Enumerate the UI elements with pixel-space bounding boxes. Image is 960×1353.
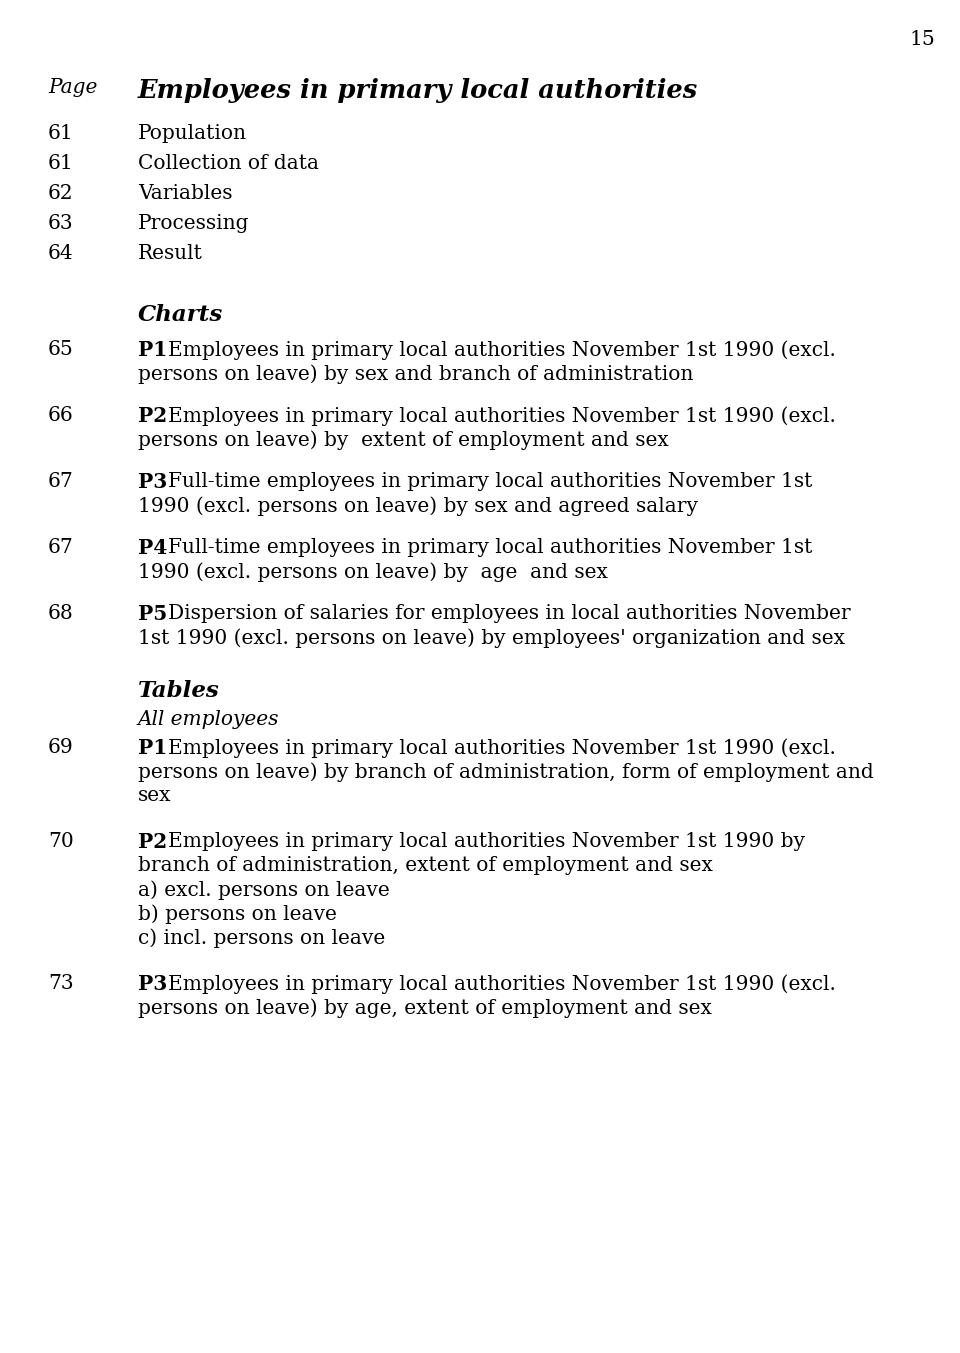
Text: 65: 65 — [48, 340, 74, 359]
Text: 1st 1990 (excl. persons on leave) by employees' organization and sex: 1st 1990 (excl. persons on leave) by emp… — [138, 628, 845, 648]
Text: P3: P3 — [138, 472, 167, 492]
Text: persons on leave) by sex and branch of administration: persons on leave) by sex and branch of a… — [138, 364, 693, 384]
Text: 61: 61 — [48, 124, 74, 143]
Text: sex: sex — [138, 786, 172, 805]
Text: 67: 67 — [48, 472, 74, 491]
Text: P3: P3 — [138, 974, 167, 994]
Text: 64: 64 — [48, 244, 74, 262]
Text: 67: 67 — [48, 538, 74, 557]
Text: branch of administration, extent of employment and sex: branch of administration, extent of empl… — [138, 856, 713, 875]
Text: Employees in primary local authorities November 1st 1990 (excl.: Employees in primary local authorities N… — [168, 974, 836, 993]
Text: Employees in primary local authorities November 1st 1990 (excl.: Employees in primary local authorities N… — [168, 737, 836, 758]
Text: 66: 66 — [48, 406, 74, 425]
Text: c) incl. persons on leave: c) incl. persons on leave — [138, 928, 385, 947]
Text: Dispersion of salaries for employees in local authorities November: Dispersion of salaries for employees in … — [168, 603, 851, 622]
Text: Result: Result — [138, 244, 203, 262]
Text: P1: P1 — [138, 737, 167, 758]
Text: Population: Population — [138, 124, 247, 143]
Text: Employees in primary local authorities November 1st 1990 by: Employees in primary local authorities N… — [168, 832, 805, 851]
Text: Employees in primary local authorities November 1st 1990 (excl.: Employees in primary local authorities N… — [168, 406, 836, 426]
Text: Full-time employees in primary local authorities November 1st: Full-time employees in primary local aut… — [168, 538, 812, 557]
Text: Tables: Tables — [138, 681, 220, 702]
Text: Employees in primary local authorities: Employees in primary local authorities — [138, 78, 698, 103]
Text: 68: 68 — [48, 603, 74, 622]
Text: 73: 73 — [48, 974, 74, 993]
Text: 69: 69 — [48, 737, 74, 756]
Text: 1990 (excl. persons on leave) by sex and agreed salary: 1990 (excl. persons on leave) by sex and… — [138, 497, 698, 515]
Text: persons on leave) by  extent of employment and sex: persons on leave) by extent of employmen… — [138, 430, 669, 449]
Text: 70: 70 — [48, 832, 74, 851]
Text: Variables: Variables — [138, 184, 232, 203]
Text: P1: P1 — [138, 340, 167, 360]
Text: Full-time employees in primary local authorities November 1st: Full-time employees in primary local aut… — [168, 472, 812, 491]
Text: 1990 (excl. persons on leave) by  age  and sex: 1990 (excl. persons on leave) by age and… — [138, 561, 608, 582]
Text: All employees: All employees — [138, 710, 279, 729]
Text: Processing: Processing — [138, 214, 250, 233]
Text: P4: P4 — [138, 538, 167, 557]
Text: 63: 63 — [48, 214, 74, 233]
Text: Page: Page — [48, 78, 97, 97]
Text: 62: 62 — [48, 184, 74, 203]
Text: b) persons on leave: b) persons on leave — [138, 904, 337, 924]
Text: a) excl. persons on leave: a) excl. persons on leave — [138, 879, 390, 900]
Text: 61: 61 — [48, 154, 74, 173]
Text: Collection of data: Collection of data — [138, 154, 319, 173]
Text: persons on leave) by branch of administration, form of employment and: persons on leave) by branch of administr… — [138, 762, 874, 782]
Text: P2: P2 — [138, 832, 167, 852]
Text: 15: 15 — [909, 30, 935, 49]
Text: Charts: Charts — [138, 304, 224, 326]
Text: P2: P2 — [138, 406, 167, 426]
Text: P5: P5 — [138, 603, 167, 624]
Text: persons on leave) by age, extent of employment and sex: persons on leave) by age, extent of empl… — [138, 999, 712, 1017]
Text: Employees in primary local authorities November 1st 1990 (excl.: Employees in primary local authorities N… — [168, 340, 836, 360]
